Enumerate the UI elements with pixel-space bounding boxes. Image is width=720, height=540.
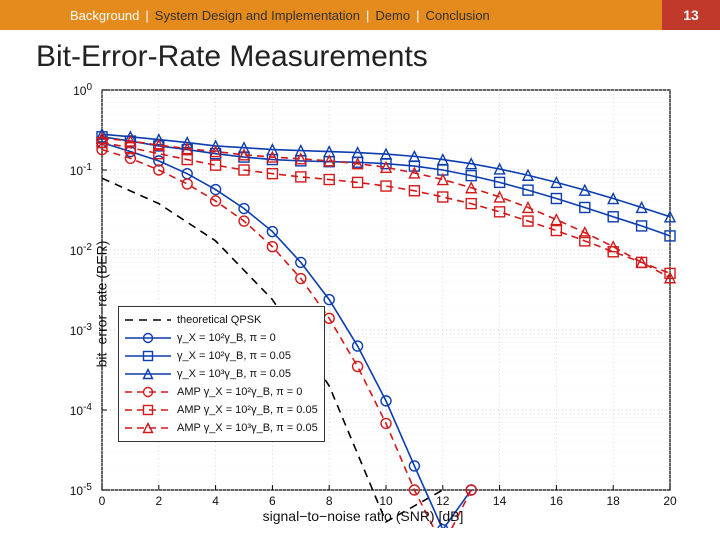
nav-sep: | — [410, 8, 425, 23]
nav-item-3: Conclusion — [425, 8, 489, 23]
x-axis-label: signal−to−noise ratio (SNR) [dB] — [263, 508, 464, 524]
legend-label: AMP γ_X = 10³γ_B, π = 0.05 — [177, 422, 318, 434]
legend-row: γ_X = 10²γ_B, π = 0 — [123, 329, 318, 347]
x-tick-label: 10 — [379, 494, 392, 508]
x-tick-label: 20 — [663, 494, 676, 508]
x-tick-label: 16 — [550, 494, 563, 508]
page-number: 13 — [662, 0, 720, 30]
legend-swatch — [123, 312, 173, 328]
legend-swatch — [123, 402, 173, 418]
legend-label: γ_X = 10²γ_B, π = 0 — [177, 332, 276, 344]
legend-swatch — [123, 330, 173, 346]
legend-row: theoretical QPSK — [123, 311, 318, 329]
legend-row: γ_X = 10³γ_B, π = 0.05 — [123, 365, 318, 383]
y-tick-label: 10-3 — [70, 322, 92, 338]
ber-chart: bit−error−rate (BER) signal−to−noise rat… — [36, 80, 690, 528]
chart-svg — [36, 80, 690, 528]
header-bar: Background | System Design and Implement… — [0, 0, 720, 30]
nav-sep: | — [360, 8, 375, 23]
legend-label: AMP γ_X = 10²γ_B, π = 0 — [177, 386, 302, 398]
page-title: Bit-Error-Rate Measurements — [36, 40, 720, 74]
y-tick-label: 10-2 — [70, 242, 92, 258]
legend: theoretical QPSK γ_X = 10²γ_B, π = 0 γ_X =… — [118, 306, 325, 442]
x-tick-label: 18 — [607, 494, 620, 508]
nav-item-2: Demo — [375, 8, 410, 23]
y-tick-label: 10-5 — [70, 482, 92, 498]
nav-sep: | — [139, 8, 154, 23]
y-tick-label: 100 — [73, 82, 92, 98]
x-tick-label: 8 — [326, 494, 333, 508]
legend-row: γ_X = 10²γ_B, π = 0.05 — [123, 347, 318, 365]
nav-item-0: Background — [70, 8, 139, 23]
legend-row: AMP γ_X = 10³γ_B, π = 0.05 — [123, 419, 318, 437]
x-tick-label: 6 — [269, 494, 276, 508]
x-tick-label: 14 — [493, 494, 506, 508]
x-tick-label: 0 — [99, 494, 106, 508]
legend-swatch — [123, 420, 173, 436]
nav-item-1: System Design and Implementation — [155, 8, 360, 23]
y-tick-label: 10-4 — [70, 402, 92, 418]
breadcrumb: Background | System Design and Implement… — [0, 0, 662, 30]
legend-swatch — [123, 384, 173, 400]
y-tick-label: 10-1 — [70, 162, 92, 178]
legend-label: AMP γ_X = 10²γ_B, π = 0.05 — [177, 404, 318, 416]
legend-label: theoretical QPSK — [177, 314, 261, 326]
legend-row: AMP γ_X = 10²γ_B, π = 0 — [123, 383, 318, 401]
legend-label: γ_X = 10³γ_B, π = 0.05 — [177, 368, 291, 380]
y-axis-label: bit−error−rate (BER) — [93, 241, 109, 368]
x-tick-label: 4 — [212, 494, 219, 508]
legend-swatch — [123, 366, 173, 382]
legend-row: AMP γ_X = 10²γ_B, π = 0.05 — [123, 401, 318, 419]
x-tick-label: 2 — [155, 494, 162, 508]
legend-swatch — [123, 348, 173, 364]
x-tick-label: 12 — [436, 494, 449, 508]
legend-label: γ_X = 10²γ_B, π = 0.05 — [177, 350, 291, 362]
